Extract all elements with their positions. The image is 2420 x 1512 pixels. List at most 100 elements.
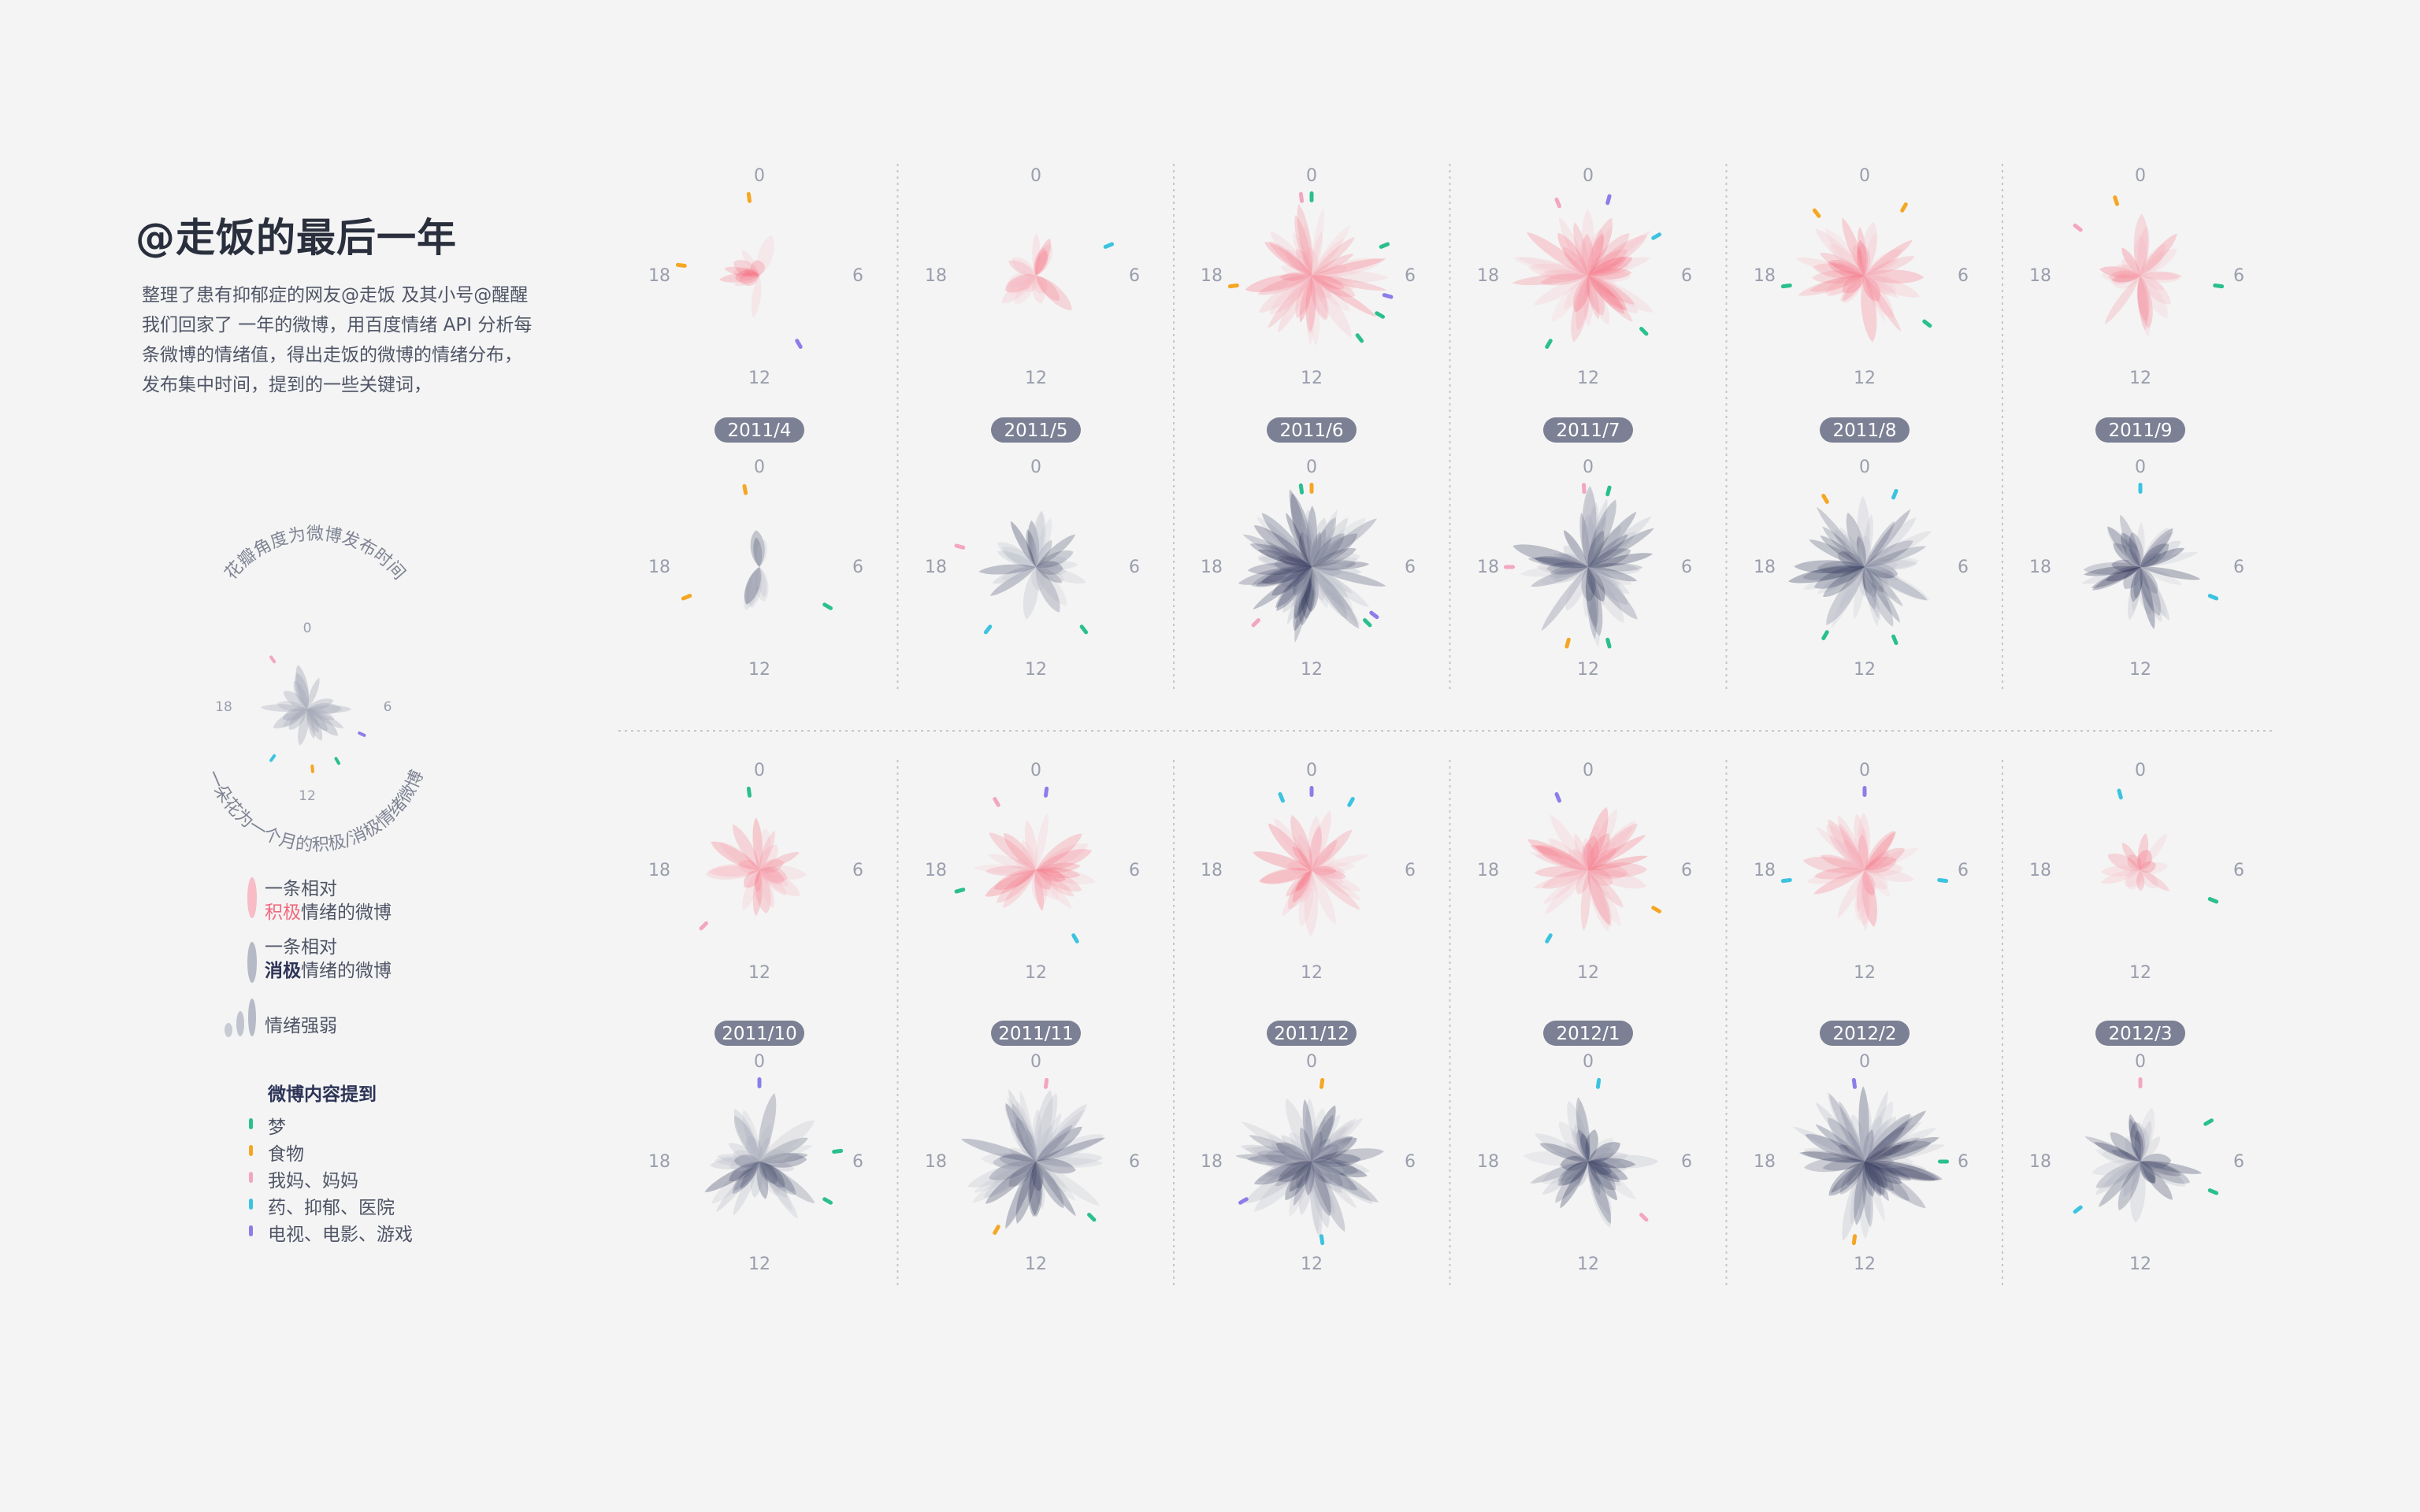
- petal: [732, 1162, 759, 1194]
- petal: [1288, 870, 1312, 910]
- keyword-mark: [1309, 483, 1314, 494]
- petal: [1019, 1090, 1037, 1162]
- petal: [1865, 1162, 1885, 1221]
- petal: [1837, 870, 1865, 918]
- petal: [1553, 553, 1588, 568]
- month-label: 2011/7: [1557, 421, 1620, 441]
- positive-flower: 0 6 12 18: [2029, 166, 2244, 388]
- petal: [1588, 535, 1618, 567]
- petal: [1557, 1161, 1588, 1186]
- keyword-mark: [1347, 797, 1355, 807]
- petal: [1299, 532, 1315, 567]
- petal: [1588, 567, 1624, 598]
- petal: [2140, 551, 2199, 568]
- keyword-mark: [1504, 565, 1515, 569]
- petal: [1294, 1162, 1312, 1206]
- legend-flower: [260, 655, 366, 773]
- petal: [1865, 1161, 1943, 1181]
- keyword-mark: [2117, 788, 2123, 800]
- petal: [1026, 529, 1037, 567]
- petal: [1865, 1162, 1910, 1201]
- petal: [1312, 273, 1356, 291]
- petal: [997, 542, 1036, 568]
- hour-label-6: 6: [852, 1152, 863, 1172]
- hour-label-12: 12: [2129, 963, 2151, 983]
- petal: [1574, 1162, 1590, 1187]
- petal: [1036, 1153, 1104, 1166]
- keyword-mark: [993, 797, 1000, 807]
- petal: [1036, 1113, 1062, 1162]
- petal: [2140, 567, 2167, 617]
- petal: [1036, 534, 1076, 567]
- petal: [1286, 870, 1312, 897]
- petal: [1034, 869, 1052, 890]
- petal: [1792, 1126, 1865, 1162]
- petal: [1581, 485, 1597, 567]
- petal: [1312, 276, 1350, 312]
- keyword-mark: [2073, 1205, 2083, 1214]
- legend-keyword-mark: [269, 754, 277, 762]
- petal: [759, 870, 774, 908]
- hour-label-18: 18: [1477, 1152, 1499, 1172]
- keyword-mark: [2138, 1077, 2143, 1088]
- petal: [2125, 1136, 2143, 1162]
- petal: [2120, 264, 2140, 279]
- petal: [1305, 1098, 1316, 1162]
- petal: [1280, 564, 1312, 579]
- petal: [1835, 1162, 1865, 1189]
- petal: [1266, 1156, 1312, 1169]
- petal: [1310, 532, 1322, 567]
- petal: [1520, 565, 1588, 577]
- petal: [1822, 1159, 1865, 1171]
- keyword-mark: [1087, 1213, 1097, 1222]
- petal: [759, 1137, 808, 1162]
- petal: [1284, 1161, 1312, 1183]
- keyword-mark: [1639, 1213, 1649, 1222]
- petal: [1036, 868, 1097, 885]
- petal: [1865, 1162, 1889, 1202]
- petal: [1588, 276, 1639, 313]
- petal: [1303, 509, 1316, 567]
- petal: [2140, 833, 2167, 870]
- hour-label-12: 12: [1025, 963, 1047, 983]
- petal: [1290, 1132, 1312, 1162]
- petal: [1862, 567, 1877, 598]
- petal: [759, 1162, 793, 1212]
- petal: [2140, 567, 2162, 623]
- keyword-mark: [1251, 618, 1260, 628]
- petal: [759, 1162, 795, 1192]
- petal: [1588, 1138, 1613, 1162]
- petal: [1312, 510, 1338, 567]
- petal: [1564, 1143, 1588, 1162]
- petal: [1555, 1162, 1588, 1203]
- petal: [1864, 567, 1879, 627]
- petal: [1290, 814, 1312, 870]
- petal: [1853, 567, 1865, 620]
- petal: [1275, 1142, 1312, 1162]
- petal: [759, 1150, 789, 1166]
- petal: [1865, 847, 1905, 871]
- petal: [1865, 1110, 1927, 1162]
- petal: [2138, 833, 2149, 870]
- hour-label-0: 0: [1306, 458, 1317, 477]
- petal: [1277, 556, 1312, 569]
- keyword-mark: [1554, 197, 1561, 209]
- petal: [1312, 258, 1383, 278]
- negative-petal-icon: [247, 942, 257, 983]
- petal: [1588, 566, 1632, 585]
- legend-diagram: 花瓣角度为微博发布时间 一朵花为一个月的积极/消极情绪微博 0 6 12 18: [202, 524, 428, 1037]
- petal: [1588, 870, 1621, 927]
- keyword-mark: [1922, 319, 1932, 328]
- petal: [1829, 1093, 1865, 1162]
- petal: [1281, 1135, 1312, 1162]
- keyword-mark: [2213, 283, 2225, 289]
- month-label: 2011/6: [1280, 421, 1344, 441]
- petal: [1588, 534, 1628, 567]
- petal: [1305, 1162, 1315, 1196]
- month-2011/12: 0 6 12 18 0 6 12 18 2011/12: [1201, 761, 1416, 1274]
- month-label: 2012/3: [2109, 1024, 2173, 1044]
- hour-label-6: 6: [852, 558, 863, 577]
- petal: [1560, 1162, 1588, 1209]
- petal: [1865, 276, 1902, 332]
- petal: [1560, 1156, 1588, 1171]
